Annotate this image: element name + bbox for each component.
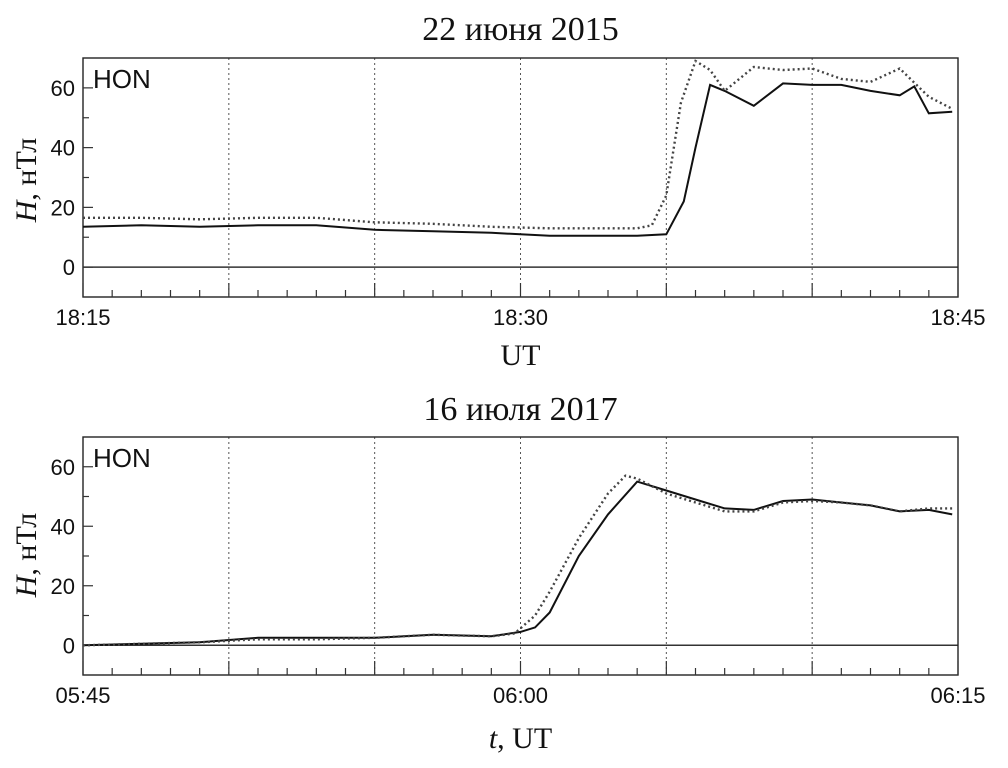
y-tick-label: 0 bbox=[63, 633, 75, 658]
x-tick-label: 18:30 bbox=[493, 305, 548, 330]
y-axis-label-text: , нТл bbox=[10, 138, 43, 201]
x-tick-label: 06:00 bbox=[493, 683, 548, 708]
series-line-solid bbox=[82, 82, 953, 237]
chart-title: 22 июня 2015 bbox=[422, 11, 618, 48]
y-axis-label: H, нТл bbox=[10, 138, 43, 224]
x-axis-label-italic: t bbox=[489, 722, 498, 755]
y-tick-label: 20 bbox=[51, 574, 75, 599]
x-axis-label-text: , UT bbox=[497, 722, 552, 755]
y-axis-label-italic: H bbox=[10, 573, 43, 598]
x-tick-label: 05:45 bbox=[55, 683, 110, 708]
chart-panel-2: 16 июля 2017 0 20 40 60 05:45 06:00 06:15 t, UT H… bbox=[10, 391, 986, 755]
chart-title: 16 июля 2017 bbox=[423, 391, 617, 428]
x-tick-label: 06:15 bbox=[930, 683, 985, 708]
x-axis-label-text: UT bbox=[501, 339, 541, 372]
series-line-dotted bbox=[82, 474, 953, 647]
y-axis-label: H, нТл bbox=[10, 513, 43, 599]
y-tick-label: 60 bbox=[51, 76, 75, 101]
x-axis-label: t, UT bbox=[489, 722, 552, 755]
x-axis-label: UT bbox=[501, 339, 541, 372]
y-tick-label: 60 bbox=[51, 455, 75, 480]
y-tick-label: 40 bbox=[51, 514, 75, 539]
y-axis-label-text: , нТл bbox=[10, 513, 43, 576]
station-label: HON bbox=[93, 64, 151, 94]
x-tick-label: 18:15 bbox=[55, 305, 110, 330]
series-line-dotted bbox=[83, 59, 953, 230]
y-axis-label-italic: H bbox=[10, 198, 43, 223]
y-tick-label: 0 bbox=[63, 255, 75, 280]
series-line-solid bbox=[82, 480, 953, 647]
chart-panel-1: 22 июня 2015 0 20 40 60 18:15 18:30 18:45 UT H, н… bbox=[10, 11, 986, 372]
station-label: HON bbox=[93, 443, 151, 473]
y-tick-label: 20 bbox=[51, 195, 75, 220]
y-tick-label: 40 bbox=[51, 136, 75, 161]
x-tick-label: 18:45 bbox=[930, 305, 985, 330]
